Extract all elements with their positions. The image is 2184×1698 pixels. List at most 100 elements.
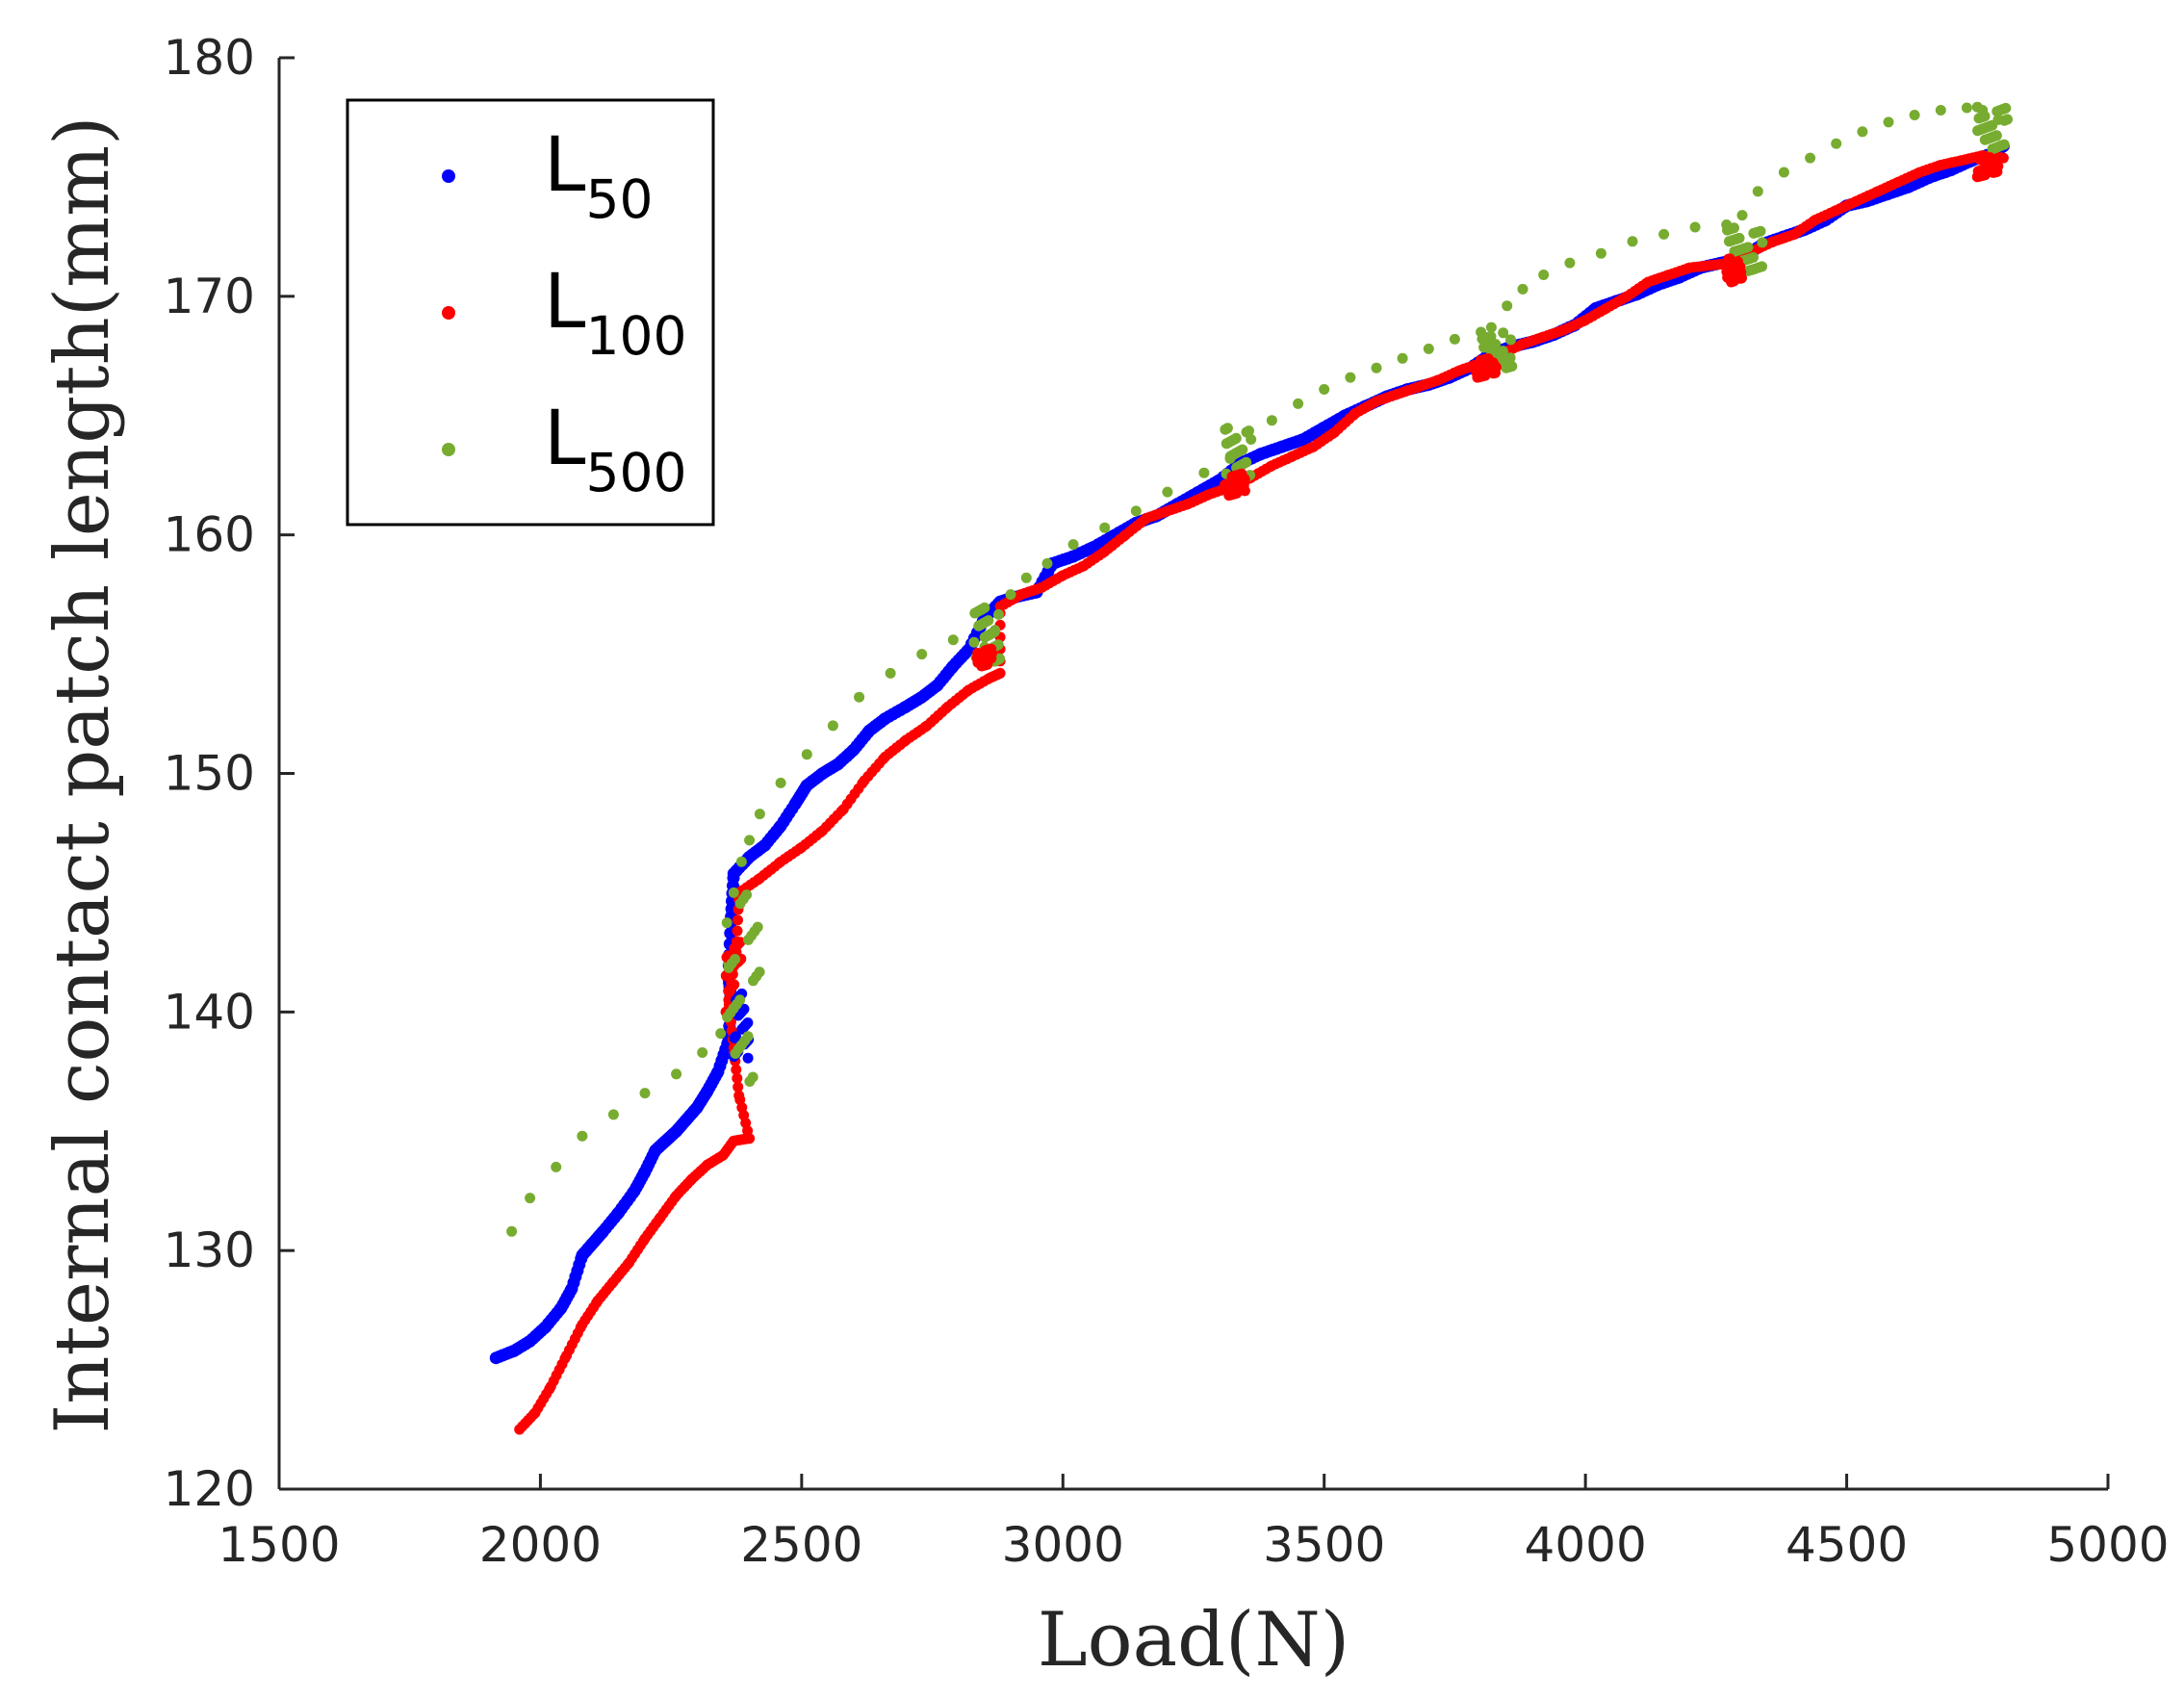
- data-point: [639, 1088, 651, 1099]
- cluster-point: [1224, 450, 1236, 462]
- data-point: [1935, 105, 1946, 116]
- cluster-point: [1987, 143, 1998, 155]
- legend-label-l500: L500: [544, 396, 686, 503]
- cluster-point: [1748, 227, 1760, 239]
- data-point: [1883, 116, 1894, 128]
- data-point: [1005, 589, 1016, 601]
- x-tick-label: 1500: [218, 1517, 340, 1573]
- y-tick-label: 130: [164, 1222, 255, 1278]
- cluster-point: [729, 1032, 740, 1043]
- y-tick-label: 150: [164, 746, 255, 802]
- data-layer: [489, 101, 2013, 1435]
- data-point: [1099, 522, 1111, 533]
- data-point: [1485, 322, 1497, 333]
- y-tick-label: 160: [164, 507, 255, 563]
- data-point: [1397, 352, 1408, 364]
- x-axis-title: Load(N): [1038, 1597, 1349, 1684]
- cluster-point: [744, 1076, 756, 1087]
- x-tick-label: 5000: [2046, 1517, 2169, 1573]
- cluster-point: [730, 1048, 741, 1059]
- data-point: [1778, 167, 1789, 178]
- x-ticks: 1500 2000 2500 3000 3500 4000 4500 5000: [218, 1474, 2170, 1573]
- y-tick-label: 140: [164, 984, 255, 1040]
- cluster-point: [1723, 253, 1734, 265]
- legend-entry-l500: L500: [442, 396, 686, 503]
- cluster-point: [979, 631, 990, 643]
- data-point: [1319, 384, 1330, 395]
- cluster-point: [969, 607, 981, 619]
- data-point: [551, 1161, 562, 1172]
- data-point: [732, 1072, 743, 1084]
- data-point: [1020, 572, 1032, 583]
- x-tick-label: 3500: [1263, 1517, 1385, 1573]
- cluster-point: [1988, 167, 1999, 178]
- cluster-point: [1971, 101, 1983, 113]
- legend-entry-l100: L100: [442, 259, 686, 367]
- data-point: [732, 1081, 744, 1093]
- data-point: [1449, 333, 1460, 345]
- data-point: [1909, 110, 1920, 120]
- data-point: [1371, 362, 1382, 373]
- cluster-point: [742, 934, 754, 945]
- data-point: [1266, 415, 1277, 426]
- data-point: [1857, 126, 1868, 138]
- legend-marker-l50: [442, 169, 455, 183]
- data-point: [1595, 247, 1606, 259]
- cluster-point: [1501, 362, 1512, 373]
- data-point: [671, 1068, 682, 1080]
- cluster-point: [1505, 334, 1516, 346]
- legend-label-l100: L100: [544, 259, 686, 367]
- data-point: [994, 667, 1006, 679]
- data-point: [732, 914, 743, 926]
- data-point: [1067, 539, 1079, 551]
- data-point: [827, 720, 838, 732]
- y-ticks: 120 130 140 150 160 170 180: [164, 30, 295, 1517]
- cluster-point: [1472, 372, 1483, 383]
- legend-box: [346, 98, 715, 527]
- cluster-point: [1729, 263, 1740, 274]
- data-point: [1198, 467, 1210, 478]
- cluster-point: [721, 917, 732, 929]
- legend: L50 L100 L500: [346, 98, 715, 527]
- cluster-point: [1498, 327, 1509, 339]
- data-point: [506, 1225, 518, 1237]
- cluster-point: [1223, 490, 1235, 502]
- point-clusters: [720, 101, 2013, 1087]
- cluster-point: [1973, 113, 1985, 124]
- cluster-point: [1241, 426, 1252, 438]
- data-point: [854, 691, 865, 703]
- cluster-point: [1475, 355, 1486, 366]
- cluster-point: [742, 1052, 754, 1064]
- data-point: [754, 809, 765, 820]
- cluster-point: [736, 1023, 748, 1035]
- cluster-point: [1734, 272, 1746, 284]
- x-tick-label: 3000: [1002, 1517, 1124, 1573]
- cluster-point: [1220, 424, 1231, 435]
- x-tick-label: 4000: [1525, 1517, 1647, 1573]
- data-point: [1627, 236, 1638, 247]
- cluster-point: [1972, 125, 1984, 137]
- y-tick-label: 170: [164, 269, 255, 324]
- data-point: [577, 1130, 588, 1142]
- cluster-point: [1220, 438, 1232, 450]
- data-point: [1293, 398, 1304, 409]
- data-point: [607, 1109, 619, 1120]
- data-point: [1538, 270, 1550, 280]
- data-point: [697, 1047, 708, 1058]
- data-point: [801, 749, 812, 760]
- legend-marker-l500: [442, 443, 455, 456]
- data-point: [1130, 505, 1142, 517]
- y-tick-label: 120: [164, 1461, 255, 1517]
- y-axis-title: Internal contact patch length(mm): [39, 116, 126, 1434]
- cluster-point: [982, 649, 993, 660]
- data-point: [1689, 221, 1701, 233]
- cluster-point: [734, 898, 746, 910]
- data-point: [1805, 152, 1816, 164]
- cluster-point: [1482, 364, 1494, 374]
- data-point: [525, 1193, 536, 1204]
- cluster-point: [723, 986, 734, 997]
- cluster-point: [1999, 115, 2010, 126]
- data-point: [731, 1064, 742, 1075]
